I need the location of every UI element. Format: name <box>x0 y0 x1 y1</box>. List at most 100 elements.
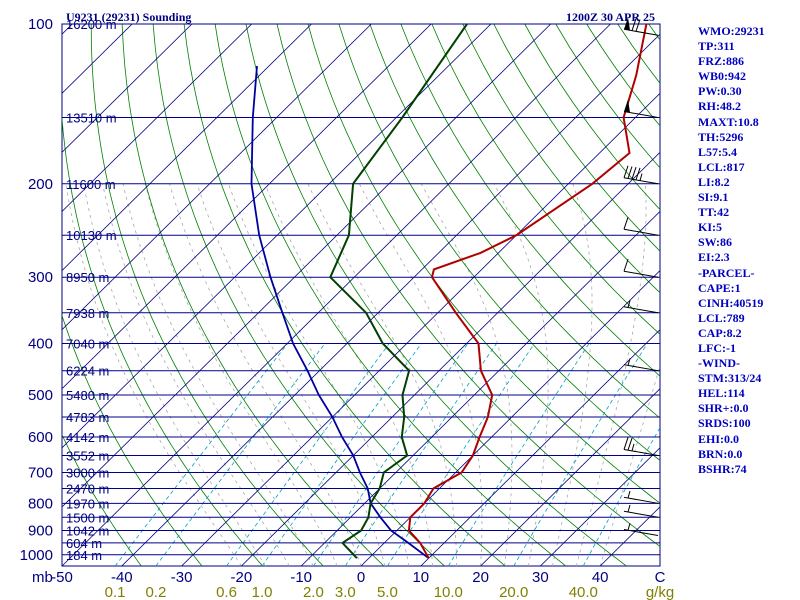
dry-adiabat-line <box>183 24 506 566</box>
pressure-tick-label: 300 <box>28 269 53 286</box>
height-label: 7040 m <box>66 337 109 352</box>
sounding-index-item: STM:313/24 <box>698 371 762 386</box>
moist-adiabat-line <box>264 183 434 566</box>
isotherm-line <box>62 24 252 213</box>
wind-barb <box>623 99 659 118</box>
wind-barb-half <box>627 523 631 531</box>
wind-barb-full <box>631 18 637 31</box>
height-label: 10130 m <box>66 228 117 243</box>
moist-adiabat-line <box>493 183 549 566</box>
isotherm-line <box>62 24 432 390</box>
sounding-index-item: MAXT:10.8 <box>698 114 759 129</box>
height-label: 3000 m <box>66 466 109 481</box>
isotherm-line <box>480 388 660 566</box>
mixing-ratio-line <box>513 343 648 566</box>
mixing-ratio-tick-label: 20.0 <box>499 584 528 600</box>
mixing-ratio-tick-label: 3.0 <box>335 584 356 600</box>
wind-barb <box>623 300 659 314</box>
sounding-index-item: BSHR:74 <box>698 461 747 476</box>
mixing-ratio-tick-label: 2.0 <box>303 584 324 600</box>
wind-barb-half <box>639 173 643 181</box>
moist-adiabat-line <box>420 183 513 566</box>
sounding-index-item: SRDS:100 <box>698 416 751 431</box>
mixing-ratio-line <box>582 426 660 566</box>
plot-frame <box>61 23 661 567</box>
wind-barb-full <box>623 165 629 178</box>
sounding-index-item: TH:5296 <box>698 129 744 144</box>
moist-adiabat-line <box>144 183 338 566</box>
sounding-indices-panel: WMO:29231 TP:311 FRZ:886 WB0:942 PW:0.30 RH:4… <box>698 24 798 477</box>
mixing-ratio-tick-label: 40.0 <box>569 584 598 600</box>
moist-adiabat-line <box>102 183 290 566</box>
pressure-tick-label: 900 <box>28 523 53 540</box>
height-label: 2470 m <box>66 481 109 496</box>
height-label: 5480 m <box>66 388 109 403</box>
wind-barb-full <box>623 259 629 272</box>
moist-adiabat-line <box>65 183 242 566</box>
temperature-tick-label: -40 <box>111 569 133 586</box>
moist-adiabat-line <box>307 183 458 566</box>
isotherm-line <box>62 24 492 449</box>
sounding-index-item: BRN:0.0 <box>698 446 743 461</box>
wind-barb-full <box>627 166 633 179</box>
wind-barb <box>623 523 659 537</box>
pressure-tick-label: 1000 <box>20 547 53 564</box>
moist-adiabat-line <box>228 183 410 566</box>
wind-barb-pennant <box>624 17 630 31</box>
wind-barb <box>623 165 659 185</box>
temperature-tick-label: 10 <box>412 569 429 586</box>
pressure-tick-label: 100 <box>28 16 53 33</box>
dry-adiabat-line <box>462 24 660 294</box>
temperature-tick-label: C <box>655 569 666 586</box>
wind-barb <box>623 490 659 504</box>
wind-barb-half <box>627 358 631 366</box>
isotherm-line <box>62 24 611 566</box>
wind-barb-half <box>627 490 631 499</box>
sounding-index-item: LCL:789 <box>698 310 745 325</box>
pressure-tick-label: 800 <box>28 495 53 512</box>
wind-barb-staff <box>623 529 659 537</box>
wind-barb-staff <box>623 306 659 314</box>
sounding-index-item: SW:86 <box>698 235 733 250</box>
dry-adiabat-line <box>369 24 660 419</box>
height-label: 4142 m <box>66 430 109 445</box>
pressure-tick-label: 500 <box>28 387 53 404</box>
valid-time: 1200Z 30 APR 25 <box>566 10 655 24</box>
sounding-index-item: WB0:942 <box>698 69 746 84</box>
dry-adiabat-line <box>245 24 627 566</box>
mixing-ratio-tick-label: 0.1 <box>105 584 126 600</box>
isotherm-line <box>62 24 312 272</box>
pressure-tick-label: 200 <box>28 176 53 193</box>
sounding-index-item: SI:9.1 <box>698 190 729 205</box>
wind-barb-pennant <box>624 99 630 113</box>
temperature-tick-label: -20 <box>231 569 253 586</box>
height-label: 8950 m <box>66 270 109 285</box>
isotherm-line <box>62 24 193 153</box>
wind-barb-staff <box>623 228 659 236</box>
mixing-ratio-line <box>313 343 469 566</box>
wind-barb-full <box>627 438 633 451</box>
wind-barb <box>623 504 659 518</box>
sounding-index-item: TP:311 <box>698 39 735 54</box>
wind-barb-half <box>631 443 635 452</box>
sounding-index-item: SHR+:0.0 <box>698 401 749 416</box>
wind-barb-staff <box>623 270 659 278</box>
sounding-index-item: LI:8.2 <box>698 174 730 189</box>
sounding-index-item: EI:2.3 <box>698 250 730 265</box>
temperature-tick-label: -30 <box>171 569 193 586</box>
wind-barb-half <box>627 504 631 513</box>
mixing-ratio-line <box>344 343 497 566</box>
mixing-ratio-tick-label: 5.0 <box>377 584 398 600</box>
wind-barb-staff <box>623 448 659 456</box>
dry-adiabat-line <box>493 24 660 252</box>
isotherm-line <box>62 24 73 35</box>
sounding-index-item: CINH:40519 <box>698 295 764 310</box>
sounding-index-item: EHI:0.0 <box>698 431 740 446</box>
isotherm-line <box>420 329 660 566</box>
temperature-tick-label: 0 <box>357 569 365 586</box>
sounding-index-item: LCL:817 <box>698 159 745 174</box>
sounding-index-item: PW:0.30 <box>698 84 742 99</box>
station-title: U9231 (29231) Sounding <box>66 10 191 24</box>
